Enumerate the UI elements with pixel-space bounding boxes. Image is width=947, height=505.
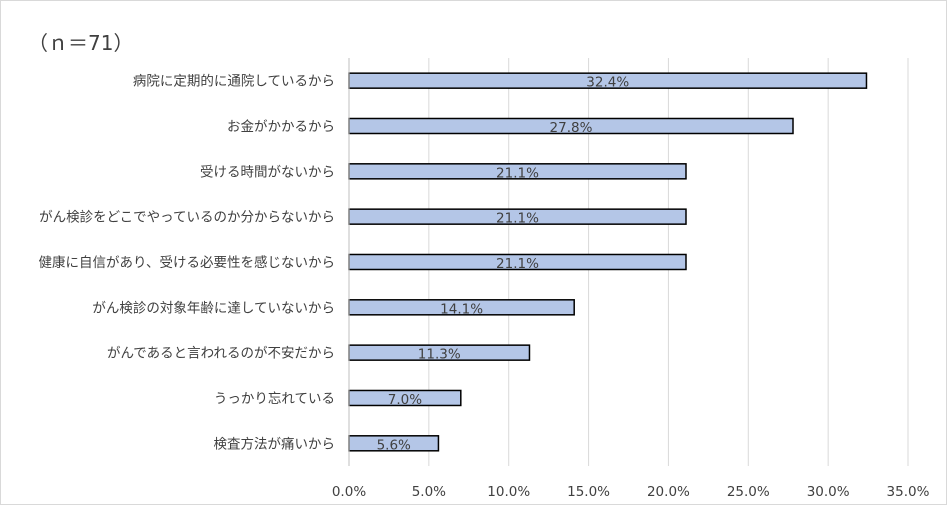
bar-data-label: 14.1% [440,301,483,317]
x-tick-label: 30.0% [807,484,850,500]
bar-data-label: 11.3% [418,347,461,363]
category-label: がん検診の対象年齢に達していないから [92,300,335,316]
x-tick-label: 0.0% [332,484,366,500]
category-label: お金がかかるから [227,119,335,135]
sample-size-label: （ｎ＝71） [28,31,134,55]
bar-data-label: 21.1% [496,165,539,181]
x-tick-label: 15.0% [567,484,610,500]
x-tick-label: 35.0% [887,484,930,500]
category-labels: 病院に定期的に通院しているからお金がかかるから受ける時間がないからがん検診をどこ… [39,74,335,453]
bar-data-label: 21.1% [496,211,539,227]
x-tick-label: 5.0% [412,484,446,500]
category-label: 受ける時間がないから [200,164,335,180]
bar-data-label: 21.1% [496,256,539,272]
category-label: がん検診をどこでやっているのか分からないから [39,210,335,226]
category-label: がんであると言われるのが不安だから [107,346,335,362]
x-axis-ticks: 0.0% 5.0% 10.0% 15.0% 20.0% 25.0% 30.0% 35.0% [332,484,930,500]
bars: 32.4% 27.8% 21.1% 21.1% 21.1% 14.1% 11.3% 7.0% 5… [348,72,868,453]
bar-data-label: 27.8% [550,120,593,136]
bar-data-label: 32.4% [586,75,629,91]
category-label: うっかり忘れている [214,391,335,407]
bar-data-label: 5.6% [377,437,411,453]
x-tick-label: 10.0% [487,484,530,500]
x-tick-label: 25.0% [727,484,770,500]
bar-data-label: 7.0% [388,392,422,408]
category-label: 検査方法が痛いから [214,435,336,452]
x-tick-label: 20.0% [647,484,690,500]
category-label: 健康に自信があり、受ける必要性を感じないから [39,254,335,271]
category-label: 病院に定期的に通院しているから [133,74,335,90]
